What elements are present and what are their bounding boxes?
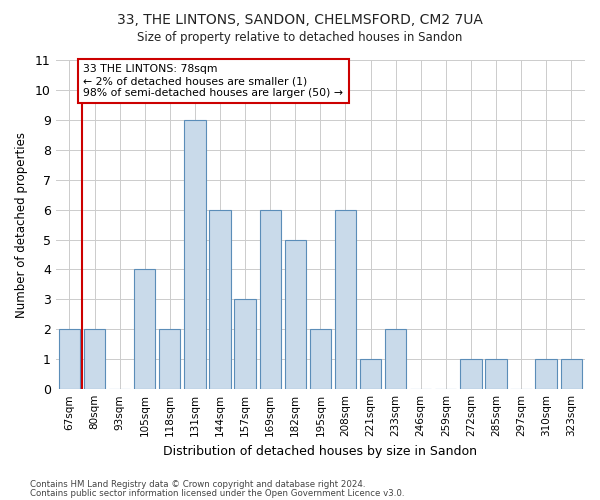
Bar (460, 360, 482, 389)
Bar (560, 360, 582, 389)
Text: Contains public sector information licensed under the Open Government Licence v3: Contains public sector information licen… (30, 488, 404, 498)
Text: Size of property relative to detached houses in Sandon: Size of property relative to detached ho… (137, 31, 463, 44)
Bar (284, 240, 306, 389)
Bar (360, 360, 381, 389)
Bar (485, 360, 506, 389)
X-axis label: Distribution of detached houses by size in Sandon: Distribution of detached houses by size … (163, 444, 478, 458)
Text: Contains HM Land Registry data © Crown copyright and database right 2024.: Contains HM Land Registry data © Crown c… (30, 480, 365, 489)
Bar (184, 120, 206, 389)
Text: 33 THE LINTONS: 78sqm
← 2% of detached houses are smaller (1)
98% of semi-detach: 33 THE LINTONS: 78sqm ← 2% of detached h… (83, 64, 343, 98)
Bar (260, 210, 281, 389)
Bar (159, 330, 181, 389)
Bar (535, 360, 557, 389)
Bar (310, 330, 331, 389)
Bar (335, 210, 356, 389)
Bar (385, 330, 406, 389)
Bar (59, 330, 80, 389)
Text: 33, THE LINTONS, SANDON, CHELMSFORD, CM2 7UA: 33, THE LINTONS, SANDON, CHELMSFORD, CM2… (117, 12, 483, 26)
Bar (134, 270, 155, 389)
Bar (235, 300, 256, 389)
Bar (84, 330, 105, 389)
Bar (209, 210, 230, 389)
Y-axis label: Number of detached properties: Number of detached properties (15, 132, 28, 318)
